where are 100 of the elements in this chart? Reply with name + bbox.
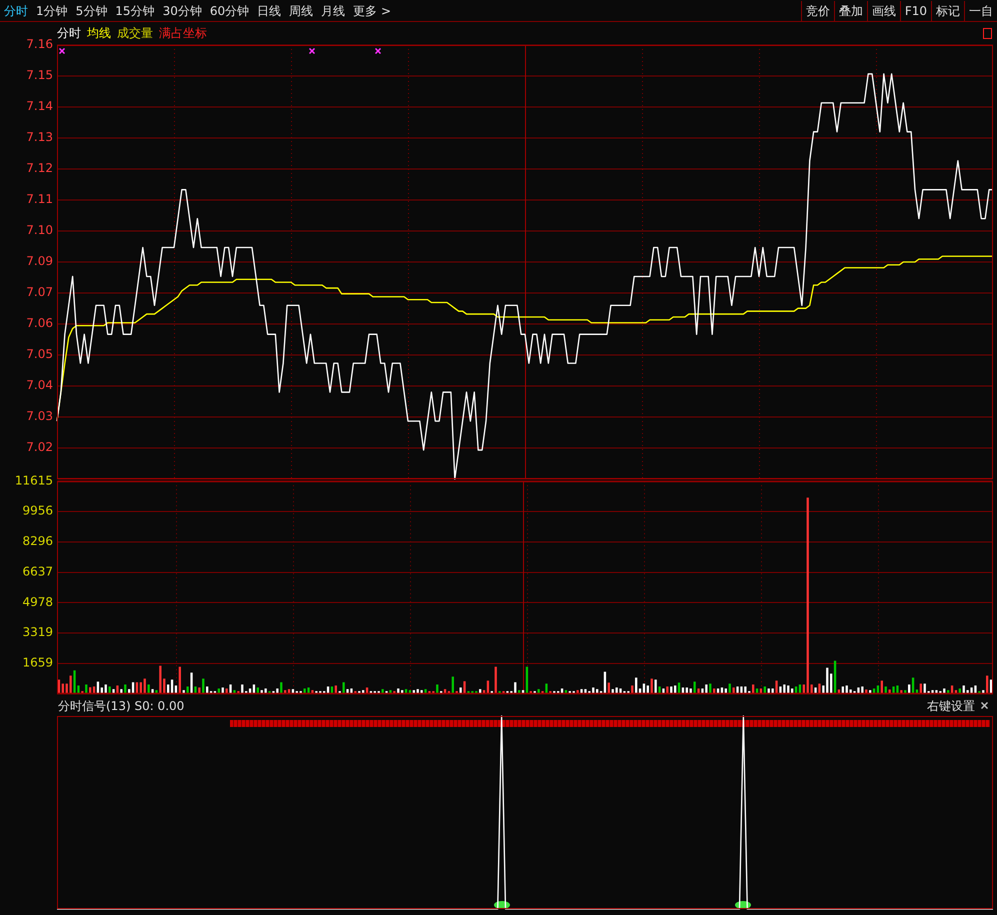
bar xyxy=(635,678,638,694)
text: 满占坐标 xyxy=(159,25,207,42)
bar xyxy=(791,688,794,694)
y-tick-label: 9956 xyxy=(22,504,53,518)
text: 竞价 xyxy=(800,0,834,20)
bar xyxy=(674,686,676,694)
bar xyxy=(783,684,786,694)
bar xyxy=(654,680,657,694)
bar xyxy=(186,686,189,694)
y-tick-label: 3319 xyxy=(22,625,53,640)
bar xyxy=(850,690,852,694)
text: 成交量 xyxy=(117,25,153,42)
bar xyxy=(576,690,579,694)
bar xyxy=(456,691,458,694)
bar xyxy=(646,686,649,694)
bar xyxy=(978,691,980,694)
bar xyxy=(420,690,423,694)
bar xyxy=(284,690,286,694)
bar xyxy=(354,691,356,694)
bar xyxy=(732,688,735,694)
y-tick-label: 7.12 xyxy=(26,161,53,176)
bar xyxy=(549,691,552,694)
text: 更多 > xyxy=(352,2,392,20)
bar xyxy=(416,689,419,694)
bar xyxy=(744,686,746,694)
bar xyxy=(401,690,404,694)
text: 15分钟 xyxy=(114,2,156,20)
bar xyxy=(869,690,872,694)
bar xyxy=(300,691,302,694)
bar xyxy=(709,684,712,694)
bar xyxy=(304,688,306,694)
bar xyxy=(479,689,482,694)
bar xyxy=(908,684,910,694)
text: 30分钟 xyxy=(162,2,203,20)
bar xyxy=(568,691,571,694)
bar xyxy=(612,689,614,694)
bar xyxy=(904,690,906,694)
bar xyxy=(900,690,902,694)
bar xyxy=(596,689,598,694)
bar xyxy=(89,687,92,694)
bar xyxy=(538,689,540,694)
bar xyxy=(202,678,204,694)
bar xyxy=(260,690,263,694)
y-tick-label: 6637 xyxy=(22,564,53,578)
text: 周线 xyxy=(288,2,314,20)
bar xyxy=(557,691,560,694)
bar xyxy=(888,690,891,694)
bar xyxy=(752,684,754,694)
bar xyxy=(452,676,454,694)
text: 1分钟 xyxy=(35,2,69,20)
y-tick-label: 7.05 xyxy=(26,347,53,361)
bar xyxy=(198,688,200,694)
text: 分时 xyxy=(3,2,29,20)
bar xyxy=(397,688,400,694)
text: 标记 xyxy=(931,0,964,20)
bar xyxy=(724,688,727,694)
bar xyxy=(475,691,478,694)
bar xyxy=(986,676,988,694)
bar xyxy=(140,682,142,694)
y-tick-label: 7.04 xyxy=(26,378,53,392)
bar xyxy=(460,688,462,694)
text: 60分钟 xyxy=(208,2,250,20)
bar xyxy=(694,682,696,694)
bar xyxy=(256,688,259,694)
y-tick-label: 7.02 xyxy=(26,440,53,454)
bar xyxy=(108,686,111,694)
bar xyxy=(772,688,774,694)
bar xyxy=(182,690,185,694)
bar xyxy=(787,686,790,694)
text: F10 xyxy=(900,0,931,20)
bar xyxy=(338,691,341,694)
text: 一自 xyxy=(964,0,997,20)
bar xyxy=(104,684,107,694)
bar xyxy=(627,691,630,694)
bar xyxy=(315,691,318,694)
y-tick-label: 7.03 xyxy=(26,409,53,424)
bar xyxy=(498,691,501,694)
bar xyxy=(178,666,181,694)
bar xyxy=(222,688,224,694)
y-tick-label: 7.10 xyxy=(26,223,53,238)
bar xyxy=(70,676,72,694)
bar xyxy=(362,690,364,694)
bar xyxy=(608,682,610,694)
bar xyxy=(880,680,883,694)
bar xyxy=(650,678,653,694)
text: 叠加 xyxy=(834,0,867,20)
bar xyxy=(490,691,493,694)
bar xyxy=(690,688,692,694)
bar xyxy=(666,686,668,694)
bar xyxy=(319,691,322,694)
bar xyxy=(616,688,618,694)
bar xyxy=(120,689,122,694)
bar xyxy=(826,668,828,694)
bar xyxy=(81,691,84,694)
bar xyxy=(686,688,688,694)
bar xyxy=(378,691,380,694)
bar xyxy=(280,682,282,694)
y-tick-label: 1659 xyxy=(22,656,53,670)
text: 月线 xyxy=(320,2,346,20)
bar xyxy=(159,666,162,694)
